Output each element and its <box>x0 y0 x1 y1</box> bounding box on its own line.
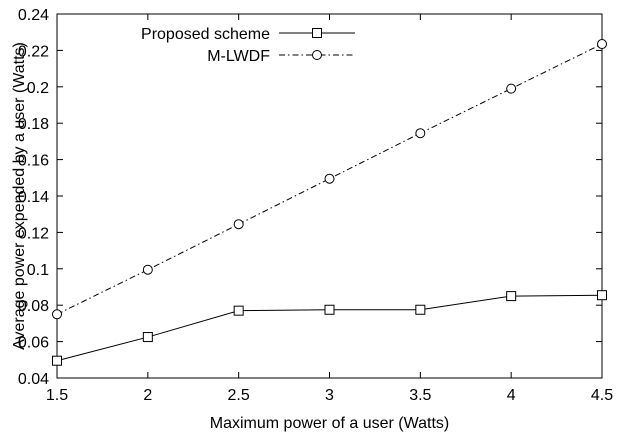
x-tick-label: 1.5 <box>46 387 68 404</box>
series-m-lwdf <box>52 39 607 320</box>
y-tick-label: 0.12 <box>18 225 49 242</box>
x-tick-label: 3.5 <box>409 387 431 404</box>
data-point <box>233 305 244 316</box>
y-tick-label: 0.08 <box>18 298 49 315</box>
y-tick-label: 0.24 <box>18 7 49 24</box>
data-point <box>52 355 62 366</box>
y-tick-label: 0.06 <box>18 335 49 352</box>
x-axis-label: Maximum power of a user (Watts) <box>210 415 449 432</box>
legend-label: Proposed scheme <box>141 26 270 43</box>
y-tick-label: 0.22 <box>18 43 49 60</box>
y-tick-label: 0.1 <box>27 262 49 279</box>
data-point <box>415 304 426 315</box>
x-tick-label: 3 <box>325 387 334 404</box>
x-tick-label: 2 <box>143 387 152 404</box>
y-axis-label: Average power expended by a user (Watts) <box>11 42 28 350</box>
legend-label: M-LWDF <box>207 48 270 65</box>
y-tick-label: 0.14 <box>18 189 49 206</box>
plot-frame <box>56 13 603 379</box>
y-tick-label: 0.18 <box>18 116 49 133</box>
legend: Proposed scheme M-LWDF <box>141 26 355 65</box>
data-point <box>506 83 517 94</box>
data-point <box>324 173 335 184</box>
data-point <box>506 291 517 302</box>
series-proposed-scheme <box>52 290 607 366</box>
data-point <box>415 128 426 139</box>
data-point <box>142 332 153 343</box>
chart-series <box>52 39 607 366</box>
x-tick-label: 4.5 <box>591 387 613 404</box>
legend-marker <box>312 50 322 60</box>
y-tick-label: 0.2 <box>27 80 49 97</box>
data-point <box>324 304 335 315</box>
data-point <box>52 309 62 320</box>
data-point <box>597 39 607 50</box>
legend-marker <box>312 28 322 38</box>
data-point <box>233 219 244 230</box>
data-point <box>142 264 153 275</box>
x-tick-label: 2.5 <box>228 387 250 404</box>
plot-border <box>56 13 603 379</box>
y-tick-label: 0.04 <box>18 371 49 388</box>
y-tick-label: 0.16 <box>18 153 49 170</box>
x-tick-label: 4 <box>507 387 516 404</box>
axis-ticks: 1.5 2 2.5 3 3.5 4 4.5 0.04 0.06 0.08 0.1 0.12 0.14 0.… <box>18 7 613 404</box>
data-point <box>597 290 607 301</box>
